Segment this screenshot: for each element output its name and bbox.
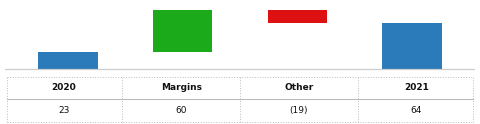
Bar bbox=[267, 10, 327, 23]
Text: Margins: Margins bbox=[161, 83, 202, 92]
Bar bbox=[38, 52, 98, 69]
Text: 23: 23 bbox=[58, 106, 69, 115]
Bar bbox=[153, 10, 213, 52]
Text: (19): (19) bbox=[289, 106, 308, 115]
Bar bbox=[382, 23, 442, 69]
Text: Other: Other bbox=[284, 83, 313, 92]
Text: 64: 64 bbox=[411, 106, 422, 115]
Text: 2021: 2021 bbox=[404, 83, 429, 92]
Text: 60: 60 bbox=[176, 106, 187, 115]
Text: 2020: 2020 bbox=[51, 83, 76, 92]
